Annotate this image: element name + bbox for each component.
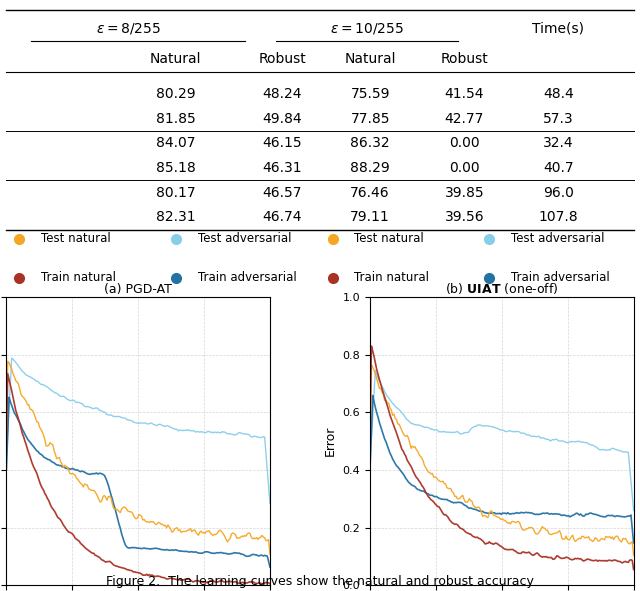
Text: Train natural: Train natural — [355, 271, 429, 284]
Text: Time(s): Time(s) — [532, 21, 584, 35]
Text: Train adversarial: Train adversarial — [511, 271, 610, 284]
Text: 57.3: 57.3 — [543, 112, 573, 126]
Text: 39.85: 39.85 — [444, 186, 484, 200]
Text: 84.07: 84.07 — [156, 137, 195, 150]
Text: Test adversarial: Test adversarial — [198, 232, 291, 245]
Text: 0.00: 0.00 — [449, 161, 479, 175]
Text: 48.4: 48.4 — [543, 87, 573, 101]
Text: Robust: Robust — [440, 52, 488, 66]
Y-axis label: Error: Error — [324, 426, 337, 456]
Text: Test adversarial: Test adversarial — [511, 232, 605, 245]
Text: Test natural: Test natural — [355, 232, 424, 245]
Text: Figure 2.  The learning curves show the natural and robust accuracy: Figure 2. The learning curves show the n… — [106, 575, 534, 588]
Text: $\epsilon = 8/255$: $\epsilon = 8/255$ — [97, 21, 161, 36]
Text: 32.4: 32.4 — [543, 137, 573, 150]
Text: 46.31: 46.31 — [262, 161, 302, 175]
Text: 82.31: 82.31 — [156, 210, 196, 224]
Text: 46.74: 46.74 — [262, 210, 302, 224]
Text: 86.32: 86.32 — [350, 137, 390, 150]
Text: Robust: Robust — [259, 52, 307, 66]
Text: 81.85: 81.85 — [156, 112, 196, 126]
Text: 46.15: 46.15 — [262, 137, 302, 150]
Text: 85.18: 85.18 — [156, 161, 196, 175]
Text: Test natural: Test natural — [41, 232, 111, 245]
Text: Train natural: Train natural — [41, 271, 116, 284]
Text: Natural: Natural — [344, 52, 396, 66]
Text: Train adversarial: Train adversarial — [198, 271, 296, 284]
Title: (b) $\bf{UIAT}$ (one-off): (b) $\bf{UIAT}$ (one-off) — [445, 281, 559, 296]
Text: 79.11: 79.11 — [350, 210, 390, 224]
Text: Natural: Natural — [150, 52, 202, 66]
Text: 49.84: 49.84 — [262, 112, 302, 126]
Text: 107.8: 107.8 — [538, 210, 578, 224]
Text: 42.77: 42.77 — [445, 112, 484, 126]
Text: 80.29: 80.29 — [156, 87, 196, 101]
Text: 48.24: 48.24 — [262, 87, 302, 101]
Text: 77.85: 77.85 — [351, 112, 390, 126]
Text: 46.57: 46.57 — [262, 186, 302, 200]
Text: $\epsilon = 10/255$: $\epsilon = 10/255$ — [330, 21, 404, 36]
Text: 88.29: 88.29 — [350, 161, 390, 175]
Text: 80.17: 80.17 — [156, 186, 196, 200]
Text: 40.7: 40.7 — [543, 161, 573, 175]
Text: 76.46: 76.46 — [350, 186, 390, 200]
Text: 39.56: 39.56 — [444, 210, 484, 224]
Text: 41.54: 41.54 — [445, 87, 484, 101]
Text: 75.59: 75.59 — [351, 87, 390, 101]
Text: 0.00: 0.00 — [449, 137, 479, 150]
Text: 96.0: 96.0 — [543, 186, 574, 200]
Title: (a) PGD-AT: (a) PGD-AT — [104, 283, 172, 296]
